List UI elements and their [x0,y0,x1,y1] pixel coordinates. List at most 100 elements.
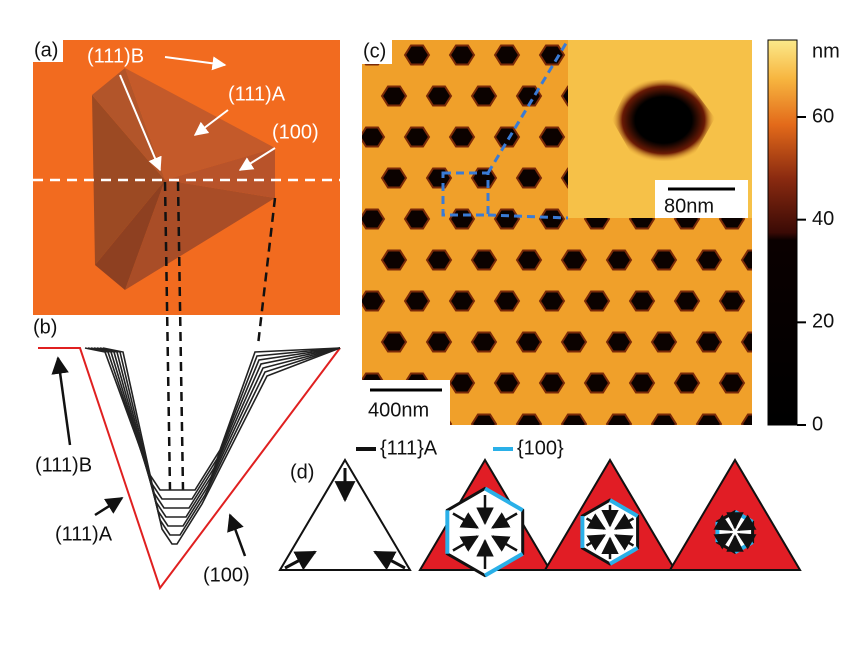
hole [425,85,453,107]
facet [92,95,165,265]
colorbar-label: nm [812,40,840,62]
hole [470,331,498,353]
hole [470,249,498,271]
hole [403,290,431,312]
panel-label: (d) [290,461,314,483]
hole [515,331,543,353]
hole [538,372,566,394]
hole [403,208,431,230]
contour [84,347,341,491]
hole [673,372,701,394]
tick-label: 0 [812,413,823,435]
hole [425,167,453,189]
hole [560,249,588,271]
hole [403,44,431,66]
hole [538,126,566,148]
hole [740,413,752,425]
hole [362,290,386,312]
hole [362,126,386,148]
hole [470,167,498,189]
hole [695,249,723,271]
panel-b: (b) (111)B (111)A (100) [33,181,341,591]
scale-label: 80nm [664,195,714,217]
hole [560,413,588,425]
hole [380,85,408,107]
arrow [119,74,162,172]
arrow [51,356,72,446]
hole [650,331,678,353]
hole [560,331,588,353]
hole [403,126,431,148]
arrow [227,513,247,557]
hole [605,331,633,353]
hole [470,85,498,107]
arrow [238,147,276,171]
hole [493,126,521,148]
panel-label: (b) [33,316,57,338]
arrows [284,468,406,571]
arrow [452,535,479,552]
contour [96,347,341,527]
hole [448,44,476,66]
panel-d: (d) {111}A {100} [278,437,802,578]
arrow [94,496,124,517]
hole [448,126,476,148]
inset-hole [612,78,715,162]
facet-100 [484,552,524,578]
colorbar: nm 0 20 40 60 [767,39,840,435]
scale-bg [655,180,748,218]
arrow [614,513,635,530]
arrow [164,56,227,71]
hole [448,372,476,394]
hole [380,249,408,271]
legend-entry: {111}A [380,437,438,459]
hole [740,249,752,271]
panel-a: (a) (111)B (111)A (100) [33,39,340,315]
arrow [713,532,733,550]
annotation: (111)B [87,45,144,67]
contour [93,347,341,518]
tick-label: 60 [812,105,834,127]
hole [650,413,678,425]
hole [583,290,611,312]
legend-entry: {100} [517,437,564,459]
annotation: (111)A [228,83,286,105]
colorbar-fill [767,39,798,426]
tick-label: 40 [812,208,834,230]
hole [493,372,521,394]
triangle [278,458,412,571]
zoom-line [487,213,569,220]
hole [493,208,521,230]
annotation: (100) [272,121,319,143]
hole [470,413,498,425]
zoom-box [441,171,490,217]
hole [673,290,701,312]
hole [515,413,543,425]
annotation: (100) [203,564,250,586]
hole [628,372,656,394]
annotation: (111)A [55,523,113,545]
label-bg [362,40,392,64]
facet-100 [484,486,524,512]
hole [538,208,566,230]
panel-c: (c) 400nm 80nm [362,39,752,425]
hole [515,167,543,189]
arrow [737,514,757,532]
tick-label: 20 [812,311,834,333]
annotation: (111)B [35,454,92,476]
hole [425,249,453,271]
hole [628,290,656,312]
hole [493,290,521,312]
contour [102,347,341,545]
hole [605,249,633,271]
hole [650,249,678,271]
panel-label: (a) [34,39,58,61]
hole [583,372,611,394]
hole [515,249,543,271]
scale-bg [362,380,450,425]
arrow [585,534,606,551]
hole [538,290,566,312]
hole [493,44,521,66]
contour [90,347,341,509]
